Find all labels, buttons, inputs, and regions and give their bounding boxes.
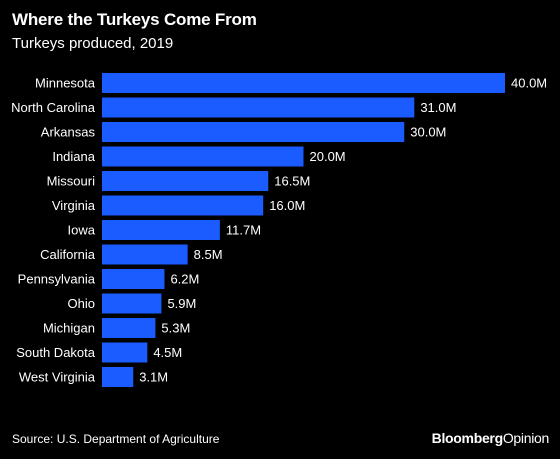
value-label: 5.3M — [161, 321, 190, 336]
bar — [102, 73, 505, 93]
category-label: West Virginia — [19, 370, 96, 385]
value-label: 5.9M — [167, 296, 196, 311]
value-label: 31.0M — [420, 100, 456, 115]
bar-chart: Minnesota 40.0M North Carolina 31.0M Arkansa… — [11, 73, 547, 387]
bar — [102, 318, 156, 338]
value-label: 20.0M — [310, 149, 346, 164]
bloomberg-opinion-logo: BloombergOpinion — [431, 430, 550, 446]
value-label: 6.2M — [170, 272, 199, 287]
category-label: Michigan — [43, 321, 95, 336]
category-label: California — [40, 247, 96, 262]
brand-light: Opinion — [502, 430, 549, 446]
category-label: Virginia — [52, 198, 96, 213]
category-label: Ohio — [68, 296, 95, 311]
bar — [102, 244, 188, 265]
bar — [102, 367, 134, 387]
bar — [102, 195, 264, 216]
category-label: Pennsylvania — [18, 272, 96, 287]
chart-subtitle: Turkeys produced, 2019 — [12, 35, 174, 52]
category-label: Missouri — [47, 174, 96, 189]
category-label: Minnesota — [35, 76, 96, 91]
bar — [102, 220, 220, 240]
value-label: 16.0M — [269, 198, 305, 213]
value-label: 3.1M — [139, 370, 168, 385]
bar — [102, 146, 304, 167]
value-label: 16.5M — [274, 174, 310, 189]
category-label: South Dakota — [16, 345, 96, 360]
value-label: 30.0M — [410, 125, 446, 140]
bar — [102, 293, 162, 314]
bar — [102, 342, 148, 363]
category-label: Iowa — [68, 223, 96, 238]
chart-title: Where the Turkeys Come From — [12, 10, 257, 29]
value-label: 4.5M — [153, 345, 182, 360]
bar — [102, 122, 405, 142]
value-label: 8.5M — [194, 247, 223, 262]
bar — [102, 269, 165, 289]
bar — [102, 97, 415, 118]
value-label: 40.0M — [511, 76, 547, 91]
bar — [102, 171, 269, 191]
category-label: Indiana — [52, 149, 95, 164]
source-note: Source: U.S. Department of Agriculture — [12, 432, 220, 446]
category-label: Arkansas — [41, 125, 96, 140]
category-label: North Carolina — [11, 100, 96, 115]
brand-bold: Bloomberg — [431, 430, 504, 446]
value-label: 11.7M — [226, 223, 261, 238]
